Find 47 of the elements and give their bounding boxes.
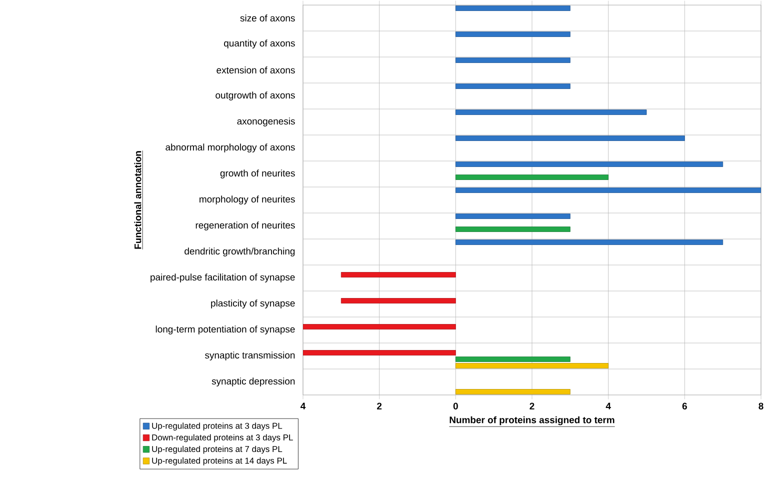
y-tick-label: abnormal morphology of axons [166, 144, 295, 152]
bar [340, 272, 456, 278]
y-tick-label: extension of axons [216, 66, 295, 74]
y-tick-label: growth of neurites [220, 170, 295, 178]
y-tick-label: plasticity of synapse [211, 300, 295, 308]
y-tick-label: dendritic growth/branching [184, 248, 295, 256]
x-tick-label: 8 [758, 402, 764, 410]
bar [455, 226, 570, 232]
bar [455, 174, 609, 180]
x-tick-label: 0 [453, 402, 458, 410]
y-tick-label: size of axons [240, 14, 295, 22]
x-tick-label: 6 [682, 402, 687, 410]
legend-label: Down-regulated proteins at 3 days PL [152, 434, 293, 442]
legend-label: Up-regulated proteins at 7 days PL [152, 446, 282, 454]
bar [455, 6, 570, 11]
bar [455, 110, 647, 115]
bar [455, 240, 724, 245]
x-tick-label: 2 [530, 402, 534, 410]
y-tick-label: synaptic depression [212, 378, 295, 386]
bar [455, 32, 570, 37]
bar [455, 84, 570, 89]
x-tick-label: 4 [300, 402, 306, 410]
y-tick-label: axonogenesis [237, 118, 295, 126]
bar [340, 298, 456, 304]
y-axis-title: Functional annotation [134, 151, 142, 249]
bar [455, 162, 724, 167]
bar [455, 58, 570, 63]
bar [455, 363, 609, 368]
y-tick-label: morphology of neurites [200, 196, 295, 204]
bar [455, 188, 762, 193]
bar [455, 136, 685, 141]
y-tick-label: synaptic transmission [205, 352, 295, 360]
bar [302, 350, 456, 356]
y-tick-label: long-term potentiation of synapse [156, 326, 295, 334]
y-tick-label: regeneration of neurites [196, 222, 295, 230]
x-tick-label: 4 [606, 402, 611, 410]
legend-label: Up-regulated proteins at 3 days PL [152, 422, 282, 430]
bar [302, 324, 456, 330]
x-tick-label: 2 [377, 402, 382, 410]
legend-label: Up-regulated proteins at 14 days PL [152, 457, 287, 466]
x-axis-title: Number of proteins assigned to term [450, 416, 614, 426]
bar [455, 356, 570, 362]
y-tick-label: quantity of axons [224, 40, 295, 48]
y-tick-label: outgrowth of axons [216, 92, 295, 100]
y-tick-label: paired-pulse facilitation of synapse [150, 274, 295, 282]
bar [455, 214, 570, 219]
bar [455, 389, 570, 394]
